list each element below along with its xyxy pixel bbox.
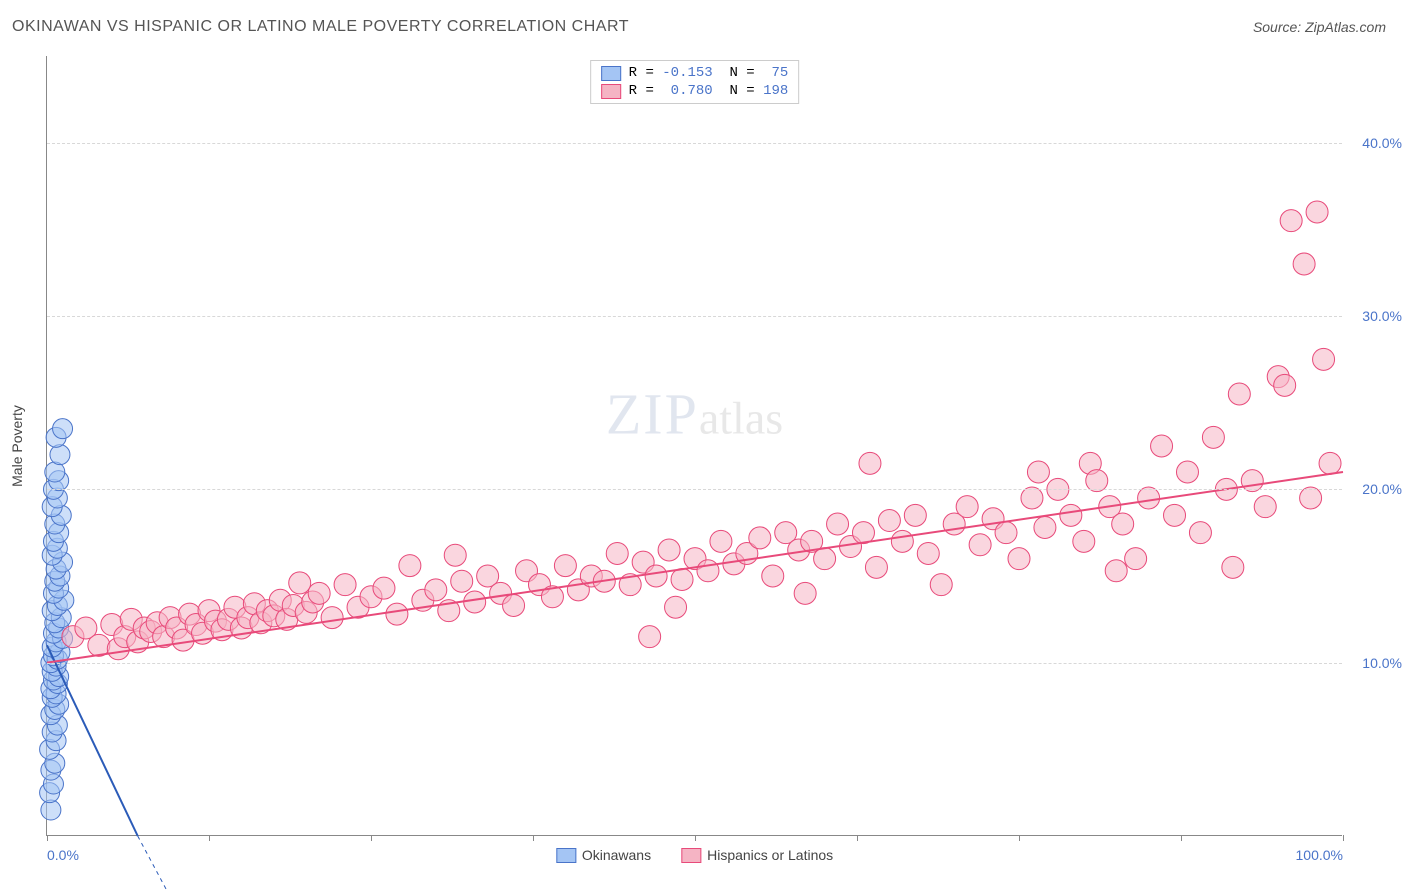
data-point [1073, 530, 1095, 552]
y-tick-label: 30.0% [1362, 308, 1402, 324]
data-point [1306, 201, 1328, 223]
data-point [827, 513, 849, 535]
legend-row-hispanics: R = 0.780 N = 198 [601, 83, 789, 99]
data-point [645, 565, 667, 587]
data-point [1319, 452, 1341, 474]
data-point [1112, 513, 1134, 535]
data-point [425, 579, 447, 601]
data-point [1034, 516, 1056, 538]
data-point [917, 542, 939, 564]
swatch-okinawans [601, 66, 621, 81]
data-point [1280, 210, 1302, 232]
x-tick [1019, 835, 1020, 841]
data-point [904, 504, 926, 526]
data-point [464, 591, 486, 613]
data-point [710, 530, 732, 552]
data-point [697, 560, 719, 582]
chart-source: Source: ZipAtlas.com [1253, 19, 1386, 35]
data-point [749, 527, 771, 549]
data-point [762, 565, 784, 587]
legend-item-okinawans: Okinawans [556, 847, 651, 863]
x-tick-label: 100.0% [1296, 847, 1343, 863]
series-legend: Okinawans Hispanics or Latinos [556, 847, 833, 863]
data-point [671, 568, 693, 590]
gridline [47, 143, 1342, 144]
swatch-hispanics [601, 84, 621, 99]
x-tick [533, 835, 534, 841]
data-point [308, 582, 330, 604]
data-point [1105, 560, 1127, 582]
data-point [1151, 435, 1173, 457]
data-point [1202, 426, 1224, 448]
data-point [1027, 461, 1049, 483]
data-point [399, 555, 421, 577]
data-point [930, 574, 952, 596]
data-point [606, 542, 628, 564]
data-point [639, 626, 661, 648]
x-tick [371, 835, 372, 841]
data-point [1060, 504, 1082, 526]
x-tick [47, 835, 48, 841]
data-point [53, 419, 73, 439]
gridline [47, 316, 1342, 317]
data-point [1228, 383, 1250, 405]
data-point [289, 572, 311, 594]
gridline [47, 489, 1342, 490]
data-point [995, 522, 1017, 544]
y-tick-label: 10.0% [1362, 655, 1402, 671]
y-tick-label: 20.0% [1362, 481, 1402, 497]
data-point [373, 577, 395, 599]
legend-item-hispanics: Hispanics or Latinos [681, 847, 833, 863]
data-point [658, 539, 680, 561]
legend-row-okinawans: R = -0.153 N = 75 [601, 65, 789, 81]
data-point [852, 522, 874, 544]
gridline [47, 663, 1342, 664]
data-point [891, 530, 913, 552]
x-tick [695, 835, 696, 841]
data-point [859, 452, 881, 474]
data-point [554, 555, 576, 577]
data-point [1293, 253, 1315, 275]
scatter-svg [47, 56, 1342, 835]
data-point [865, 556, 887, 578]
data-point [1313, 348, 1335, 370]
data-point [1274, 374, 1296, 396]
data-point [321, 607, 343, 629]
data-point [334, 574, 356, 596]
x-tick-label: 0.0% [47, 847, 79, 863]
data-point [503, 594, 525, 616]
data-point [451, 570, 473, 592]
data-point [794, 582, 816, 604]
correlation-legend: R = -0.153 N = 75 R = 0.780 N = 198 [590, 60, 800, 104]
data-point [1008, 548, 1030, 570]
data-point [386, 603, 408, 625]
regression-line-dash [138, 836, 203, 892]
x-tick [1343, 835, 1344, 841]
data-point [1176, 461, 1198, 483]
data-point [1222, 556, 1244, 578]
data-point [444, 544, 466, 566]
data-point [1125, 548, 1147, 570]
y-axis-label: Male Poverty [9, 405, 25, 487]
y-tick-label: 40.0% [1362, 135, 1402, 151]
data-point [878, 510, 900, 532]
data-point [50, 445, 70, 465]
chart-plot-area: Male Poverty ZIPatlas R = -0.153 N = 75 … [46, 56, 1342, 836]
data-point [969, 534, 991, 556]
regression-line [47, 472, 1343, 663]
data-point [665, 596, 687, 618]
data-point [1254, 496, 1276, 518]
chart-header: OKINAWAN VS HISPANIC OR LATINO MALE POVE… [0, 0, 1406, 44]
data-point [1189, 522, 1211, 544]
chart-title: OKINAWAN VS HISPANIC OR LATINO MALE POVE… [12, 18, 629, 36]
data-point [814, 548, 836, 570]
x-tick [1181, 835, 1182, 841]
x-tick [857, 835, 858, 841]
data-point [1164, 504, 1186, 526]
data-point [956, 496, 978, 518]
x-tick [209, 835, 210, 841]
